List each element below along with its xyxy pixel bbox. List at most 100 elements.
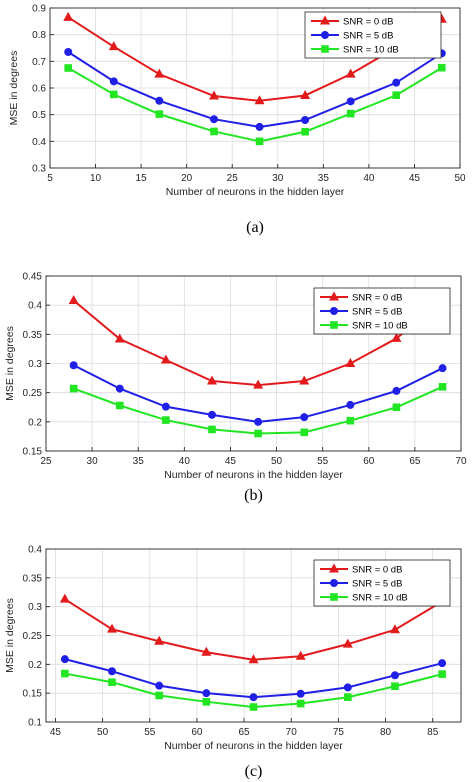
chart-1-series-3-point [255, 137, 264, 146]
chart-2-x-tick-label: 35 [133, 456, 145, 467]
chart-1-legend-label: SNR = 0 dB [343, 17, 393, 28]
chart-3-y-tick-label: 0.4 [28, 545, 42, 556]
chart-2-series-3-point [438, 383, 447, 391]
chart-3-x-tick-label: 80 [380, 727, 392, 738]
chart-2-series-3-point [162, 416, 170, 424]
chart-2-series-1-point [345, 358, 356, 367]
chart-1-series-3-point [155, 110, 164, 118]
chart-2-legend-label: SNR = 10 dB [352, 321, 408, 332]
chart-3-series-3-point [202, 698, 211, 706]
chart-2-series-3-point [115, 401, 124, 410]
chart-3: 45 50 55 60 65 70 75 80 85 0.1 0.15 0.2 0.25 0.3 0.35 0… [4, 545, 462, 780]
chart-3-x-tick-label: 55 [144, 727, 156, 738]
chart-2-series-1-point [253, 379, 264, 389]
chart-2-x-tick-label: 45 [225, 456, 237, 467]
chart-3-legend-marker [330, 579, 338, 587]
chart-3-x-axis-label: Number of neurons in the hidden layer [164, 740, 343, 752]
chart-1-series-1-point [108, 41, 119, 51]
chart-1-legend-marker [321, 31, 329, 39]
chart-2-series-3-point [69, 384, 78, 393]
chart-1-y-tick-label: 0.7 [32, 57, 46, 68]
chart-1-series-1-point [254, 95, 265, 105]
chart-2-legend-marker [330, 307, 338, 315]
chart-1-series-3-point [301, 127, 309, 136]
chart-1-legend: SNR = 0 dB SNR = 5 dB SNR = 10 dB [304, 11, 442, 59]
chart-1-y-tick-label: 0.8 [32, 30, 46, 41]
chart-1-series-3-line [67, 66, 443, 143]
chart-1-x-tick-label: 25 [227, 173, 239, 184]
chart-1-series-2-point [109, 77, 118, 86]
chart-1-series-2-line [67, 51, 443, 128]
chart-1-x-tick-label: 20 [181, 173, 193, 184]
chart-2-y-tick-label: 0.3 [28, 359, 42, 370]
chart-3-caption: (c) [245, 763, 263, 780]
chart-3-y-tick-label: 0.25 [23, 631, 43, 642]
chart-3-legend-label: SNR = 0 dB [352, 565, 402, 576]
chart-2-x-tick-label: 55 [317, 456, 329, 467]
chart-3-series-1-point [295, 650, 306, 660]
chart-3-series-2-point [60, 655, 69, 664]
chart-3-series-1-point [59, 593, 70, 603]
chart-1-series-2-point [155, 96, 164, 105]
chart-2-x-tick-label: 60 [363, 456, 375, 467]
chart-1-x-tick-label: 40 [363, 173, 375, 184]
chart-1-series-1-point [154, 68, 165, 78]
chart-1-x-tick-label: 50 [454, 173, 466, 184]
chart-2-legend-marker [329, 291, 339, 301]
chart-2-series-2-point [69, 361, 78, 370]
chart-3-legend-marker [330, 593, 338, 601]
chart-1-x-tick-label: 15 [136, 173, 148, 184]
chart-2-legend-label: SNR = 0 dB [352, 293, 402, 304]
chart-3-x-tick-label: 60 [191, 727, 203, 738]
chart-3-series-2-point [438, 659, 447, 668]
chart-3-legend-label: SNR = 5 dB [352, 579, 402, 590]
chart-3-series-2-point [108, 667, 117, 676]
chart-1-x-tick-label: 45 [409, 173, 421, 184]
chart-2-series-2-line [73, 364, 443, 423]
chart-1-y-tick-label: 0.5 [32, 110, 46, 121]
chart-2-y-tick-label: 0.15 [23, 447, 43, 458]
chart-1-y-axis-label: MSE in degrees [8, 51, 20, 126]
chart-2-legend-label: SNR = 5 dB [352, 307, 402, 318]
chart-3-series-1-point [342, 638, 353, 648]
chart-1-series-2-point [255, 122, 264, 131]
chart-2-series-2-point [254, 417, 263, 426]
chart-3-series-3-point [296, 699, 305, 708]
chart-3-series-2-point [390, 671, 399, 680]
chart-2-series-1-point [299, 375, 310, 385]
chart-1-series-3-point [346, 109, 355, 118]
chart-2-series-1-point [68, 295, 79, 304]
chart-3-x-tick-label: 50 [97, 727, 109, 738]
chart-2-series-3-point [254, 429, 262, 438]
chart-2-series-2-point [300, 413, 309, 422]
chart-3-series-1-point [389, 624, 400, 634]
chart-3-x-tick-label: 85 [427, 727, 439, 738]
chart-2-series-1-point [207, 375, 217, 385]
chart-2-x-tick-label: 25 [40, 456, 52, 467]
chart-2-x-tick-label: 65 [409, 456, 421, 467]
chart-3-series-3-point [391, 682, 399, 691]
chart-1-series-3-point [437, 63, 446, 72]
chart-1-legend-marker [320, 15, 330, 25]
chart-3-y-tick-label: 0.15 [23, 689, 43, 700]
chart-2-series-2-point [346, 400, 355, 409]
chart-1: 5 10 15 20 25 30 35 40 45 50 0.3 0.4 0.5 0.6 0.7 0.8 0.9… [8, 4, 466, 237]
chart-2-x-tick-label: 40 [179, 456, 191, 467]
chart-1-y-tick-label: 0.4 [32, 137, 46, 148]
chart-1-y-tick-label: 0.3 [32, 164, 46, 175]
chart-3-y-tick-label: 0.2 [28, 660, 42, 671]
chart-1-y-tick-label: 0.6 [32, 84, 46, 95]
chart-2-y-tick-label: 0.2 [28, 417, 42, 428]
chart-1-series-2-point [64, 48, 73, 56]
chart-3-series-2-point [343, 683, 352, 692]
chart-2-y-tick-label: 0.4 [28, 301, 42, 312]
chart-2-x-tick-label: 70 [455, 456, 467, 467]
chart-1-series-1-point [345, 68, 356, 78]
chart-3-series-1-point [248, 654, 259, 664]
chart-1-legend-marker [321, 45, 329, 53]
chart-2-series-1-point [160, 354, 171, 364]
chart-3-legend-label: SNR = 10 dB [352, 593, 408, 604]
chart-1-series-2-point [210, 115, 218, 124]
chart-2-y-tick-label: 0.25 [23, 388, 43, 399]
chart-1-series-3-point [64, 64, 73, 72]
